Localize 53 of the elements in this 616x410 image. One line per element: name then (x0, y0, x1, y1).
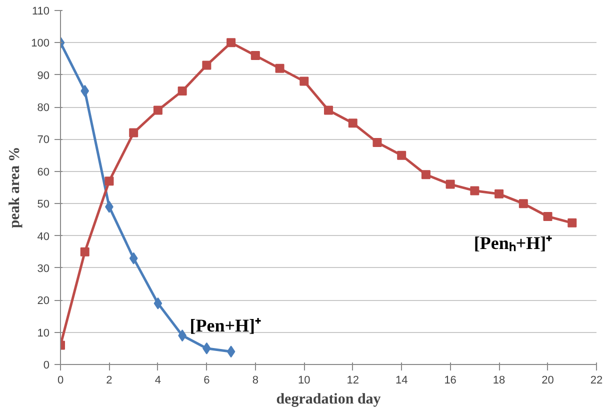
point (568, 218, 577, 228)
point (348, 118, 358, 128)
point (202, 60, 212, 70)
x-tick-label: 14 (395, 374, 408, 386)
y-tick-label: 90 (37, 70, 50, 82)
point (129, 128, 138, 138)
point (518, 199, 528, 208)
y-tick-label: 10 (37, 327, 50, 340)
point (470, 186, 480, 196)
y-tick-label: 80 (37, 102, 50, 114)
point (226, 38, 236, 48)
point (421, 170, 430, 180)
x-tick-label: 6 (204, 374, 210, 386)
y-tick-label: 100 (31, 38, 50, 50)
point (226, 346, 236, 358)
y-tick-label: 20 (37, 295, 50, 308)
y-tick-label: 40 (37, 230, 50, 243)
point (372, 138, 382, 147)
point (543, 212, 552, 221)
x-tick-label: 22 (590, 374, 603, 386)
y-tick-label: 110 (32, 6, 50, 18)
y-tick-label: 0 (43, 360, 50, 372)
y-tick-label: 60 (37, 166, 50, 178)
x-tick-label: 2 (106, 374, 112, 386)
x-tick-label: 18 (492, 374, 506, 386)
x-tick-label: 8 (252, 374, 258, 386)
y-tick-label: 70 (37, 134, 50, 146)
x-tick-label: 16 (444, 374, 456, 386)
x-tick-label: 12 (346, 374, 359, 386)
y-tick-label: 50 (37, 198, 50, 211)
point (153, 106, 162, 115)
point (129, 252, 138, 264)
x-tick-label: 20 (542, 374, 554, 386)
point (324, 106, 333, 115)
point (80, 247, 90, 256)
series-label: [Pen+H]⁺ (190, 316, 262, 336)
point (300, 76, 309, 86)
x-tick-label: 10 (298, 374, 310, 386)
point (275, 64, 284, 73)
x-tick-label: 0 (57, 374, 64, 386)
point (80, 84, 90, 97)
x-tick-label: 4 (154, 374, 162, 386)
point (250, 51, 260, 60)
x-axis-title: degradation day (276, 392, 382, 408)
point (178, 86, 187, 96)
point (494, 189, 504, 198)
y-axis-title: peak area % (7, 146, 24, 228)
y-tick-label: 30 (37, 262, 50, 275)
point (446, 180, 455, 189)
series-label: [Penₕ+H]⁺ (474, 232, 552, 253)
point (397, 150, 406, 160)
point (154, 297, 162, 310)
point (104, 176, 114, 186)
